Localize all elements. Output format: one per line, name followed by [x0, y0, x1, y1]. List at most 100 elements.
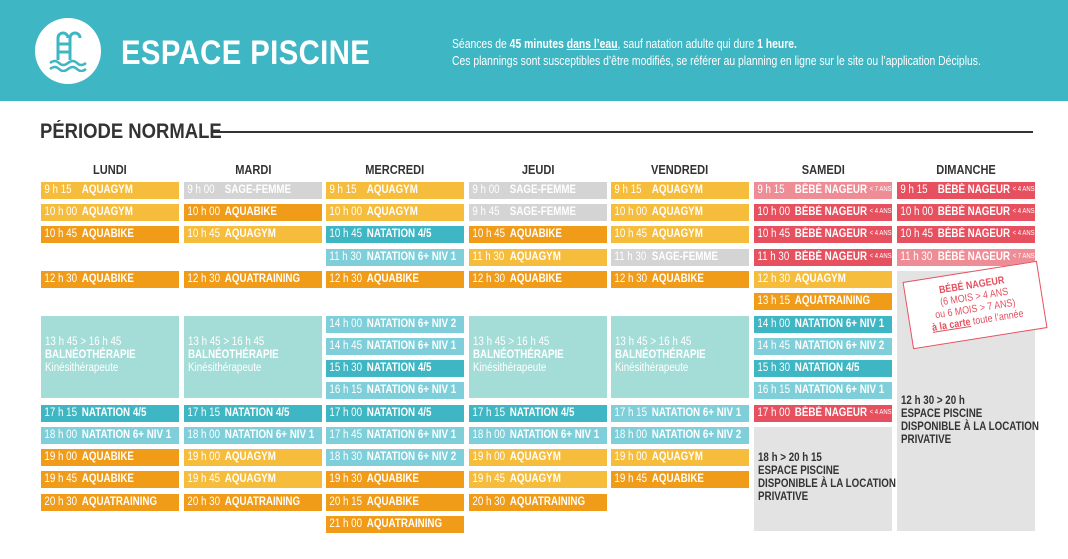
session-label: BÉBÉ NAGEUR — [937, 206, 1011, 218]
session-time: 14 h 45 — [329, 340, 363, 352]
session-label: AQUABIKE — [366, 496, 419, 508]
session-label: AQUATRAINING — [81, 496, 158, 508]
session-label: AQUABIKE — [81, 228, 134, 240]
balneotherapie-block: 13 h 45 > 16 h 45 BALNÉOTHÉRAPIE Kinésithé… — [41, 316, 179, 398]
session-time: 19 h 00 — [614, 451, 648, 463]
session-time: 10 h 00 — [187, 206, 221, 218]
session-time: 10 h 45 — [329, 228, 363, 240]
session-label: AQUAGYM — [224, 228, 276, 240]
balneo-time: 13 h 45 > 16 h 45 — [473, 336, 550, 348]
session-time: 17 h 15 — [187, 407, 221, 419]
session-time: 17 h 15 — [614, 407, 648, 419]
day-header-mardi: MARDI — [234, 162, 272, 177]
session-mercredi-natation-4-5: 10 h 45 NATATION 4/5 — [326, 226, 464, 243]
session-time: 19 h 45 — [187, 473, 221, 485]
session-mercredi-natation-6-niv-2: 14 h 00 NATATION 6+ NIV 2 — [326, 316, 464, 333]
session-mercredi-natation-4-5: 15 h 30 NATATION 4/5 — [326, 360, 464, 377]
session-mardi-aquagym: 19 h 45 AQUAGYM — [184, 471, 322, 488]
rental-line2: DISPONIBLE À LA LOCATION — [758, 478, 896, 490]
session-time: 9 h 15 — [757, 184, 785, 196]
session-time: 11 h 30 — [472, 251, 505, 263]
session-dimanche-bebe-nageur: 9 h 15 BÉBÉ NAGEUR < 4 ANS — [897, 182, 1035, 199]
session-label: SAGE-FEMME — [224, 184, 292, 196]
session-label: NATATION 4/5 — [366, 362, 432, 374]
session-time: 18 h 30 — [329, 451, 363, 463]
rental-line1: ESPACE PISCINE — [758, 465, 840, 477]
session-samedi-natation-6-niv-2: 14 h 45 NATATION 6+ NIV 2 — [754, 338, 892, 355]
balneo-time: 13 h 45 > 16 h 45 — [615, 336, 692, 348]
session-time: 10 h 45 — [44, 228, 78, 240]
session-label: NATATION 6+ NIV 2 — [651, 429, 742, 441]
session-label: AQUAGYM — [224, 451, 276, 463]
session-label: AQUABIKE — [81, 273, 134, 285]
session-time: 9 h 00 — [472, 184, 500, 196]
session-label: AQUABIKE — [81, 473, 134, 485]
session-label: NATATION 6+ NIV 2 — [366, 451, 457, 463]
session-time: 18 h 00 — [614, 429, 648, 441]
session-jeudi-aquabike: 12 h 30 AQUABIKE — [469, 271, 607, 288]
day-header-mercredi: MERCREDI — [365, 162, 425, 177]
session-label: SAGE-FEMME — [651, 251, 719, 263]
session-mercredi-aquabike: 12 h 30 AQUABIKE — [326, 271, 464, 288]
balneo-subtitle: Kinésithérapeute — [473, 362, 547, 374]
session-samedi-natation-6-niv-1: 16 h 15 NATATION 6+ NIV 1 — [754, 382, 892, 399]
session-samedi-bebe-nageur: 10 h 00 BÉBÉ NAGEUR < 4 ANS — [754, 204, 892, 221]
session-time: 12 h 30 — [187, 273, 221, 285]
session-label: NATATION 6+ NIV 1 — [366, 340, 457, 352]
session-vendredi-aquabike: 12 h 30 AQUABIKE — [611, 271, 749, 288]
session-label: NATATION 4/5 — [366, 407, 432, 419]
balneo-title: BALNÉOTHÉRAPIE — [45, 349, 136, 361]
session-mercredi-natation-6-niv-1: 14 h 45 NATATION 6+ NIV 1 — [326, 338, 464, 355]
session-label: BÉBÉ NAGEUR — [794, 184, 868, 196]
session-dimanche-bebe-nageur: 11 h 30 BÉBÉ NAGEUR < 7 ANS — [897, 249, 1035, 266]
rental-line3: PRIVATIVE — [901, 434, 952, 446]
rental-time: 18 h > 20 h 15 — [758, 452, 822, 464]
balneotherapie-block: 13 h 45 > 16 h 45 BALNÉOTHÉRAPIE Kinésithé… — [184, 316, 322, 398]
session-samedi-aquatraining: 13 h 15 AQUATRAINING — [754, 293, 892, 310]
balneotherapie-block: 13 h 45 > 16 h 45 BALNÉOTHÉRAPIE Kinésithé… — [611, 316, 749, 398]
session-label: AQUAGYM — [81, 184, 133, 196]
session-mercredi-natation-4-5: 17 h 00 NATATION 4/5 — [326, 405, 464, 422]
session-jeudi-sage-femme: 9 h 45 SAGE-FEMME — [469, 204, 607, 221]
session-time: 18 h 00 — [472, 429, 506, 441]
session-label: BÉBÉ NAGEUR — [794, 206, 868, 218]
section-title: PÉRIODE NORMALE — [40, 120, 222, 143]
session-time: 15 h 30 — [757, 362, 791, 374]
day-header-vendredi: VENDREDI — [651, 162, 709, 177]
session-jeudi-aquagym: 19 h 45 AQUAGYM — [469, 471, 607, 488]
session-time: 9 h 15 — [900, 184, 928, 196]
logo — [35, 18, 101, 84]
session-label: NATATION 4/5 — [794, 362, 860, 374]
session-samedi-aquagym: 12 h 30 AQUAGYM — [754, 271, 892, 288]
session-label: AQUABIKE — [366, 473, 419, 485]
session-dimanche-bebe-nageur: 10 h 45 BÉBÉ NAGEUR < 4 ANS — [897, 226, 1035, 243]
session-label: AQUAGYM — [224, 473, 276, 485]
session-mardi-sage-femme: 9 h 00 SAGE-FEMME — [184, 182, 322, 199]
session-time: 12 h 30 — [329, 273, 363, 285]
rental-line1: ESPACE PISCINE — [901, 408, 983, 420]
session-label: AQUAGYM — [509, 451, 561, 463]
session-lundi-aquabike: 12 h 30 AQUABIKE — [41, 271, 179, 288]
session-samedi-natation-4-5: 15 h 30 NATATION 4/5 — [754, 360, 892, 377]
session-lundi-natation-4-5: 17 h 15 NATATION 4/5 — [41, 405, 179, 422]
session-label: NATATION 4/5 — [81, 407, 147, 419]
balneo-time: 13 h 45 > 16 h 45 — [188, 336, 265, 348]
session-jeudi-aquagym: 19 h 00 AQUAGYM — [469, 449, 607, 466]
session-label: NATATION 6+ NIV 1 — [794, 318, 885, 330]
session-vendredi-aquagym: 10 h 45 AQUAGYM — [611, 226, 749, 243]
session-mercredi-aquagym: 10 h 00 AQUAGYM — [326, 204, 464, 221]
session-age: < 7 ANS — [869, 186, 892, 193]
session-mercredi-natation-6-niv-2: 18 h 30 NATATION 6+ NIV 2 — [326, 449, 464, 466]
session-time: 19 h 45 — [44, 473, 78, 485]
session-label: NATATION 6+ NIV 2 — [366, 318, 457, 330]
session-time: 10 h 00 — [900, 206, 934, 218]
session-label: BÉBÉ NAGEUR — [937, 251, 1011, 263]
session-label: AQUABIKE — [366, 273, 419, 285]
session-age: < 7 ANS — [1012, 253, 1035, 260]
session-time: 20 h 15 — [329, 496, 363, 508]
session-label: AQUAGYM — [651, 184, 703, 196]
session-time: 17 h 45 — [329, 429, 363, 441]
session-label: AQUAGYM — [509, 251, 561, 263]
session-mardi-aquatraining: 12 h 30 AQUATRAINING — [184, 271, 322, 288]
session-time: 12 h 30 — [44, 273, 78, 285]
